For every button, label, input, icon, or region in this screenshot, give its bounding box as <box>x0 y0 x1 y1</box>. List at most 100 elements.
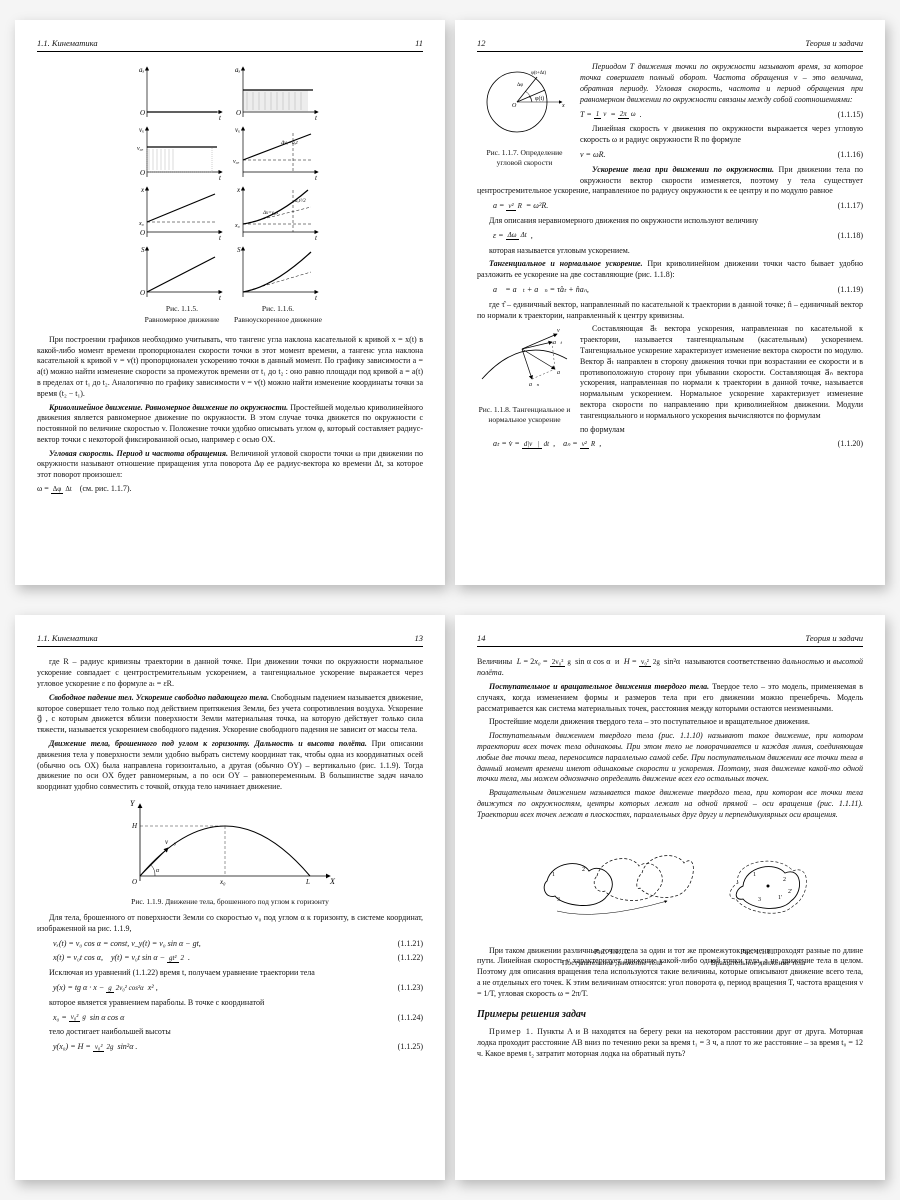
page-number: 11 <box>415 38 423 49</box>
svg-text:O: O <box>512 103 517 109</box>
figure-1-1-9: YXOHx₀Lv⃗₀α Рис. 1.1.9. Движение тела, б… <box>37 796 423 907</box>
graph-s-accel: St <box>233 242 323 302</box>
graph-a-accel: aₓ t O <box>233 62 323 122</box>
fig-caption: Рис. 1.1.8. Тангенциальное и нормальное … <box>477 405 572 425</box>
svg-text:O: O <box>236 109 241 117</box>
svg-text:Δvₓ=aₓt: Δvₓ=aₓt <box>280 140 298 146</box>
svg-text:3: 3 <box>557 897 560 903</box>
svg-text:x₀: x₀ <box>234 223 240 229</box>
body-text: Простейшие модели движения твердого тела… <box>477 717 863 728</box>
svg-text:O: O <box>132 878 137 886</box>
body-text: которое является уравнением параболы. В … <box>37 998 423 1009</box>
svg-text:vₓ: vₓ <box>235 126 240 134</box>
body-text: Для тела, брошенного от поверхности Земл… <box>37 913 423 935</box>
section-title: Теория и задачи <box>805 38 863 49</box>
equation-inline: ω = ΔφΔt (см. рис. 1.1.7). <box>37 484 423 495</box>
svg-text:t: t <box>219 294 222 302</box>
svg-text:t: t <box>219 114 222 122</box>
page-number: 12 <box>477 38 486 49</box>
page-header: 1.1. Кинематика 13 <box>37 633 423 647</box>
svg-text:2: 2 <box>783 877 786 883</box>
page-header: 1.1. Кинематика 11 <box>37 38 423 52</box>
body-text: Тангенциальное и нормальное ускорение. П… <box>477 259 863 281</box>
svg-text:φ(t): φ(t) <box>535 95 544 102</box>
section-title: 1.1. Кинематика <box>37 38 98 49</box>
svg-text:a⃗ₙ: a⃗ₙ <box>529 382 540 388</box>
page-12: Теория и задачи 12 φ(t)Δφφ(t+Δt)Ox Рис. … <box>455 20 885 585</box>
svg-text:a⃗ₜ: a⃗ₜ <box>553 340 563 346</box>
example-text: Пример 1. Пункты A и B находятся на бере… <box>477 1027 863 1059</box>
svg-text:t: t <box>315 294 318 302</box>
equation: v = ωR.(1.1.16) <box>580 150 863 161</box>
fig-caption: Рис. 1.1.7. Определение угловой скорости <box>477 148 572 168</box>
body-text: Величины L = 2x₀ = 2v₀²g sin α cos α и H… <box>477 657 863 679</box>
svg-text:x: x <box>140 186 145 194</box>
svg-text:α: α <box>156 868 160 874</box>
svg-text:v₀ₓ: v₀ₓ <box>233 159 240 165</box>
page-11: 1.1. Кинематика 11 aₓtO vₓtOv₀ₓ xtOx₀ St… <box>15 20 445 585</box>
svg-text:t: t <box>315 174 318 182</box>
svg-text:aₓt²/2: aₓt²/2 <box>295 198 306 204</box>
svg-text:L: L <box>305 878 310 886</box>
equation: a⃗ = a⃗ₜ + a⃗ₙ = τ̂aₜ + n̂aₙ,(1.1.19) <box>493 285 863 296</box>
body-text: Поступательным движением твердого тела (… <box>477 731 863 785</box>
body-text: где τ̂ – единичный вектор, направленный … <box>477 300 863 322</box>
body-text: где R – радиус кривизны траектории в дан… <box>37 657 423 689</box>
svg-text:aₓ: aₓ <box>235 66 241 74</box>
page-number: 13 <box>415 633 424 644</box>
graph-x-accel: x t x₀ Δx=v₀ₓt aₓt²/2 <box>233 182 323 242</box>
svg-text:t: t <box>315 114 318 122</box>
graph-v-accel: vₓ t v₀ₓ Δvₓ=aₓt <box>233 122 323 182</box>
graph-a-uniform: aₓ t O <box>137 62 227 122</box>
body-text: При построении графиков необходимо учиты… <box>37 335 423 400</box>
body-text: Движение тела, брошенного под углом к го… <box>37 739 423 793</box>
body-text: Для описания неравномерного движения по … <box>477 216 863 227</box>
svg-text:t: t <box>315 234 318 242</box>
svg-text:S: S <box>237 246 241 254</box>
figure-1-1-7: φ(t)Δφφ(t+Δt)Ox Рис. 1.1.7. Определение … <box>477 62 572 174</box>
svg-text:O: O <box>140 229 145 237</box>
figures-1-1-10-11: 123 Рис. 1.1.10.Поступательное движение … <box>477 825 863 942</box>
page-number: 14 <box>477 633 486 644</box>
svg-text:1': 1' <box>778 895 782 901</box>
svg-text:v⃗: v⃗ <box>557 328 564 334</box>
equation: x₀ = v₀²g sin α cos α(1.1.24) <box>53 1013 423 1024</box>
svg-text:v₀ₓ: v₀ₓ <box>137 146 144 152</box>
svg-text:2': 2' <box>788 889 792 895</box>
section-title: Теория и задачи <box>805 633 863 644</box>
graph-v-uniform: vₓtOv₀ₓ <box>137 122 227 182</box>
svg-text:Y: Y <box>130 799 136 808</box>
section-title: 1.1. Кинематика <box>37 633 98 644</box>
body-text: Свободное падение тел. Ускорение свободн… <box>37 693 423 736</box>
body-text: При таком движении различные точки тела … <box>477 946 863 1000</box>
body-text: тело достигает наибольшей высоты <box>37 1027 423 1038</box>
svg-text:Δφ: Δφ <box>517 83 523 88</box>
svg-text:x: x <box>561 103 565 109</box>
svg-text:O: O <box>140 109 145 117</box>
equation: T = 1ν = 2πω .(1.1.15) <box>580 110 863 121</box>
fig-caption: Рис. 1.1.9. Движение тела, брошенного по… <box>37 897 423 907</box>
figure-1-1-8: v⃗ a⃗ₜ a⃗ₙ a⃗ Рис. 1.1.8. Тангенциальное и … <box>477 324 572 431</box>
equation: y(x) = tg α · x − g2v₀² cos²α x² ,(1.1.2… <box>53 983 423 994</box>
svg-text:O: O <box>140 289 145 297</box>
body-text: Поступательное и вращательное движения т… <box>477 682 863 714</box>
svg-text:x: x <box>236 186 241 194</box>
fig-caption-right: Рис. 1.1.6.Равноускоренное движение <box>233 304 323 324</box>
svg-text:H: H <box>131 822 138 830</box>
svg-text:Δx=v₀ₓt: Δx=v₀ₓt <box>262 211 279 216</box>
svg-text:vₓ: vₓ <box>139 126 144 134</box>
svg-text:aₓ: aₓ <box>139 66 145 74</box>
equation: x(t) = v₀t cos α, y(t) = v₀t sin α − gt²… <box>53 953 423 964</box>
svg-text:1: 1 <box>552 872 555 878</box>
svg-text:t: t <box>219 234 222 242</box>
section-heading: Примеры решения задач <box>477 1008 863 1022</box>
equation: a = v²R = ω²R.(1.1.17) <box>493 201 863 212</box>
equation: y(x₀) = H = v₀²2g sin²α .(1.1.25) <box>53 1042 423 1053</box>
svg-text:2: 2 <box>582 867 585 873</box>
fig-caption-left: Рис. 1.1.5.Равномерное движение <box>137 304 227 324</box>
svg-text:a⃗: a⃗ <box>557 370 565 376</box>
body-text: Криволинейное движение. Равномерное движ… <box>37 403 423 446</box>
graph-x-uniform: xtOx₀ <box>137 182 227 242</box>
svg-text:S: S <box>141 246 145 254</box>
svg-text:3: 3 <box>758 897 761 903</box>
